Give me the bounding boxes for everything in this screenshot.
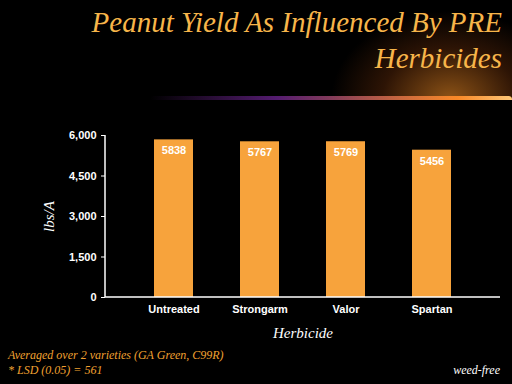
svg-text:Untreated: Untreated <box>148 303 199 315</box>
svg-text:5767: 5767 <box>248 146 272 158</box>
svg-text:Spartan: Spartan <box>412 303 453 315</box>
svg-text:Strongarm: Strongarm <box>232 303 288 315</box>
html-text:* LSD (0.05) = 561: * LSD (0.05) = 561 <box>8 363 103 377</box>
html-text:Averaged over 2 varieties (GA: Averaged over 2 varieties (GA Green, C99… <box>8 348 224 362</box>
svg-text:6,000: 6,000 <box>69 129 97 141</box>
svg-text:Herbicide: Herbicide <box>272 325 333 341</box>
html-text:Peanut Yield As Influenced By: Peanut Yield As Influenced By PRE Herbic… <box>91 6 502 74</box>
svg-text:5769: 5769 <box>334 146 358 158</box>
svg-text:lbs/A: lbs/A <box>41 200 57 232</box>
svg-text:5838: 5838 <box>162 144 186 156</box>
html-text:weed-free: weed-free <box>453 363 500 377</box>
svg-text:4,500: 4,500 <box>69 170 97 182</box>
svg-text:3,000: 3,000 <box>69 210 97 222</box>
svg-text:5456: 5456 <box>420 155 444 167</box>
svg-text:Valor: Valor <box>333 303 361 315</box>
svg-text:1,500: 1,500 <box>69 251 97 263</box>
svg-text:0: 0 <box>90 291 96 303</box>
